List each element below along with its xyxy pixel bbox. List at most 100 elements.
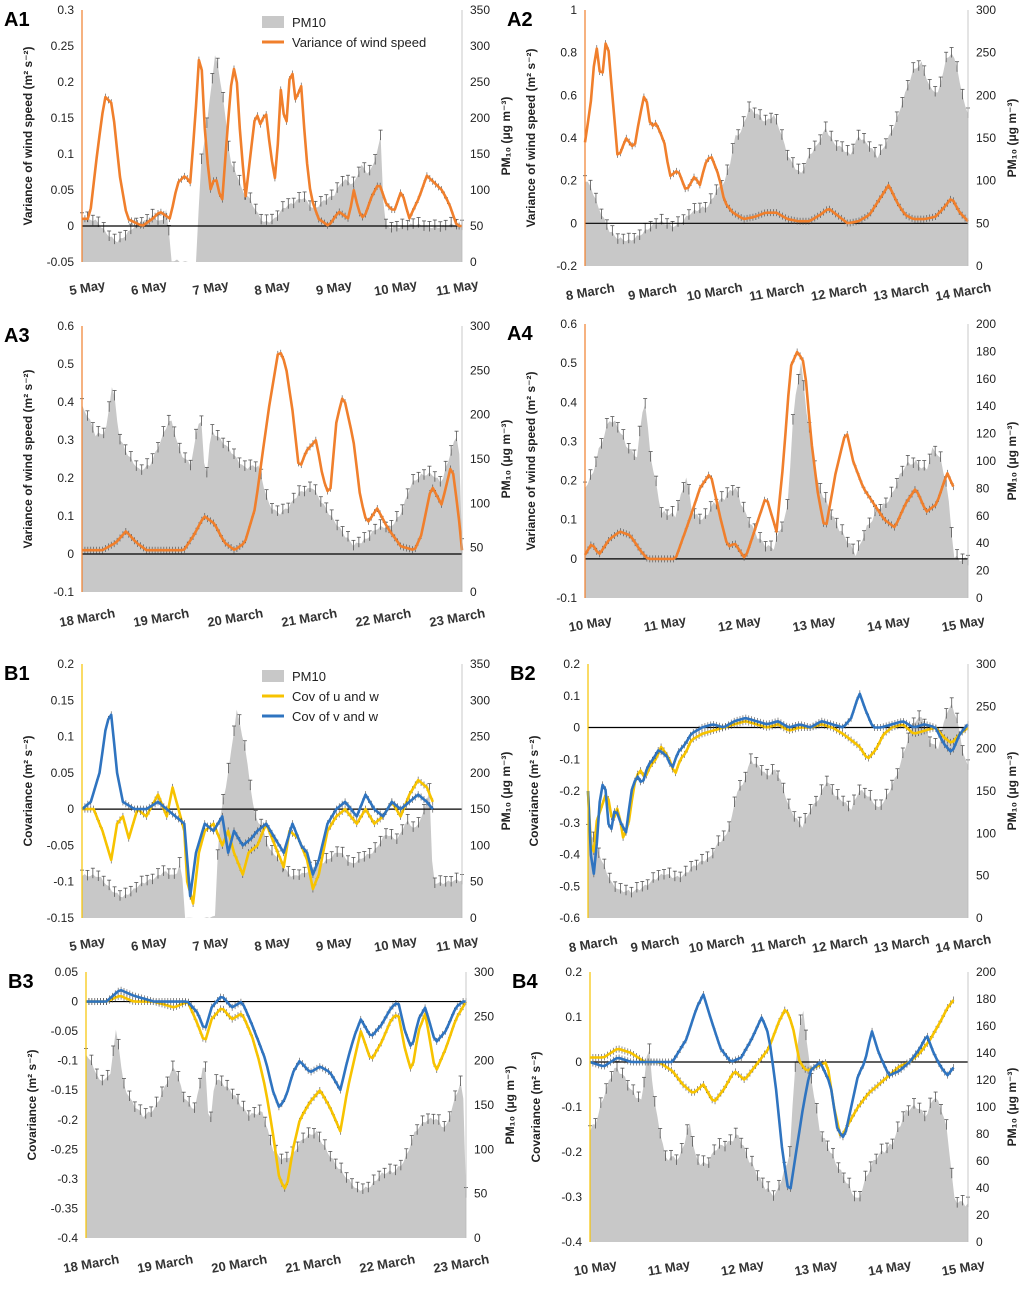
x-category-label: 11 March — [748, 279, 805, 303]
right-tick-label: 140 — [976, 399, 996, 413]
left-tick-label: 0.5 — [57, 357, 74, 371]
series-cov-of-v-and-w — [85, 986, 467, 1111]
left-axis-title: Covariance (m² s⁻²) — [25, 1049, 39, 1160]
x-category-label: 11 May — [647, 1256, 692, 1278]
legend: PM10 Cov of u and w Cov of v and w — [262, 669, 379, 724]
x-category-label: 6 May — [130, 933, 169, 954]
x-category-label: 19 March — [136, 1251, 194, 1276]
series-error-bars — [85, 986, 467, 1111]
legend-entry: Cov of u and w — [292, 689, 379, 704]
left-tick-label: -0.05 — [47, 255, 75, 269]
right-tick-label: 60 — [976, 1154, 990, 1168]
right-tick-label: 200 — [976, 317, 996, 331]
panel-a1: -0.05 0 0.05 0.1 0.15 0.2 0.25 0.3 0 50 100 150 200 2… — [4, 3, 513, 299]
x-category-label: 12 May — [717, 612, 763, 634]
left-tick-label: -0.2 — [561, 1145, 582, 1159]
right-tick-label: 300 — [470, 319, 490, 333]
x-category-label: 22 March — [354, 605, 412, 630]
left-tick-label: 0 — [570, 216, 577, 230]
right-tick-label: 250 — [976, 699, 996, 713]
x-category-label: 5 May — [68, 933, 107, 954]
left-tick-label: 0 — [573, 721, 580, 735]
right-tick-label: 180 — [976, 992, 996, 1006]
legend-entry: Cov of v and w — [292, 709, 379, 724]
legend-entry: PM10 — [292, 669, 326, 684]
left-tick-label: -0.1 — [53, 875, 74, 889]
x-category-label: 23 March — [428, 605, 486, 630]
left-tick-label: 0.05 — [55, 965, 79, 979]
left-tick-label: 0.1 — [565, 1010, 582, 1024]
right-tick-label: 250 — [976, 46, 996, 60]
right-tick-label: 200 — [470, 766, 490, 780]
right-tick-label: 250 — [470, 363, 490, 377]
panel-b1: -0.15 -0.1 -0.05 0 0.05 0.1 0.15 0.2 0 50 100 150 20… — [4, 657, 513, 955]
left-axis-title: Variance of wind speed (m² s⁻²) — [524, 371, 538, 550]
series-line — [583, 350, 955, 561]
pm10-error-bars — [588, 1014, 970, 1208]
right-tick-label: 0 — [470, 255, 477, 269]
legend-swatch-pm10 — [262, 670, 284, 682]
x-category-label: 13 May — [793, 1256, 839, 1278]
right-tick-label: 50 — [976, 216, 990, 230]
x-category-label: 9 May — [315, 277, 354, 298]
left-tick-label: 0.1 — [560, 513, 577, 527]
left-tick-label: 0.3 — [560, 434, 577, 448]
x-category-label: 23 March — [432, 1251, 490, 1276]
left-tick-label: 0.4 — [57, 395, 74, 409]
pm10-error-bars — [80, 714, 464, 901]
pm10-error-bars — [586, 697, 970, 898]
right-tick-label: 200 — [470, 111, 490, 125]
panel-label: A2 — [507, 9, 533, 31]
left-tick-label: -0.4 — [561, 1235, 582, 1249]
right-tick-label: 60 — [976, 509, 990, 523]
right-axis-title: PM₁₀ (μg m⁻³) — [1005, 1068, 1019, 1147]
left-tick-label: 0.6 — [57, 319, 74, 333]
left-tick-label: -0.1 — [561, 1100, 582, 1114]
x-category-label: 15 May — [941, 1256, 987, 1278]
pm10-error-bars — [583, 47, 970, 245]
left-tick-label: 0.8 — [560, 46, 577, 60]
x-category-label: 10 May — [373, 932, 419, 954]
right-axis-title: PM₁₀ (μg m⁻³) — [499, 752, 513, 831]
series-variance-of-wind-speed — [583, 348, 955, 563]
left-tick-label: -0.5 — [559, 879, 580, 893]
legend: PM10 Variance of wind speed — [262, 15, 426, 50]
series-variance-of-wind-speed — [583, 40, 969, 227]
x-category-label: 14 March — [934, 931, 992, 956]
right-tick-label: 20 — [976, 1208, 990, 1222]
x-category-label: 10 March — [685, 279, 743, 304]
x-category-label: 14 May — [867, 1256, 913, 1278]
panel-b4: -0.4 -0.3 -0.2 -0.1 0 0.1 0.2 0 20 40 60 80 100 120 14… — [512, 965, 1019, 1279]
panel-label: A1 — [4, 9, 30, 31]
x-category-label: 6 May — [130, 277, 169, 298]
right-tick-label: 150 — [470, 147, 490, 161]
panel-label: B3 — [8, 971, 34, 993]
left-axis-title: Variance of wind speed (m² s⁻²) — [21, 369, 35, 548]
x-category-label: 10 May — [568, 612, 614, 634]
x-category-label: 11 March — [750, 931, 807, 955]
right-tick-label: 250 — [470, 730, 490, 744]
left-tick-label: -0.1 — [53, 585, 74, 599]
left-tick-label: 0.05 — [51, 183, 75, 197]
left-tick-label: -0.25 — [51, 1142, 79, 1156]
panel-label: A4 — [507, 323, 533, 345]
series-variance-of-wind-speed — [81, 56, 463, 230]
left-tick-label: 0.1 — [57, 509, 74, 523]
left-tick-label: 0 — [67, 219, 74, 233]
series-line — [82, 351, 464, 552]
left-tick-label: 0.1 — [57, 147, 74, 161]
x-category-label: 8 May — [253, 277, 292, 298]
left-tick-label: 0.2 — [565, 965, 582, 979]
left-tick-label: -0.6 — [559, 911, 580, 925]
series-line — [86, 988, 466, 1108]
right-tick-label: 300 — [976, 657, 996, 671]
x-category-label: 21 March — [280, 605, 338, 630]
x-category-label: 11 May — [435, 932, 480, 954]
right-tick-label: 180 — [976, 344, 996, 358]
series-cov-of-v-and-w — [586, 690, 969, 878]
right-tick-label: 150 — [474, 1098, 494, 1112]
left-tick-label: -0.05 — [47, 838, 75, 852]
left-tick-label: -0.15 — [47, 911, 75, 925]
left-tick-label: 1 — [570, 3, 577, 17]
x-category-label: 14 May — [866, 612, 912, 634]
